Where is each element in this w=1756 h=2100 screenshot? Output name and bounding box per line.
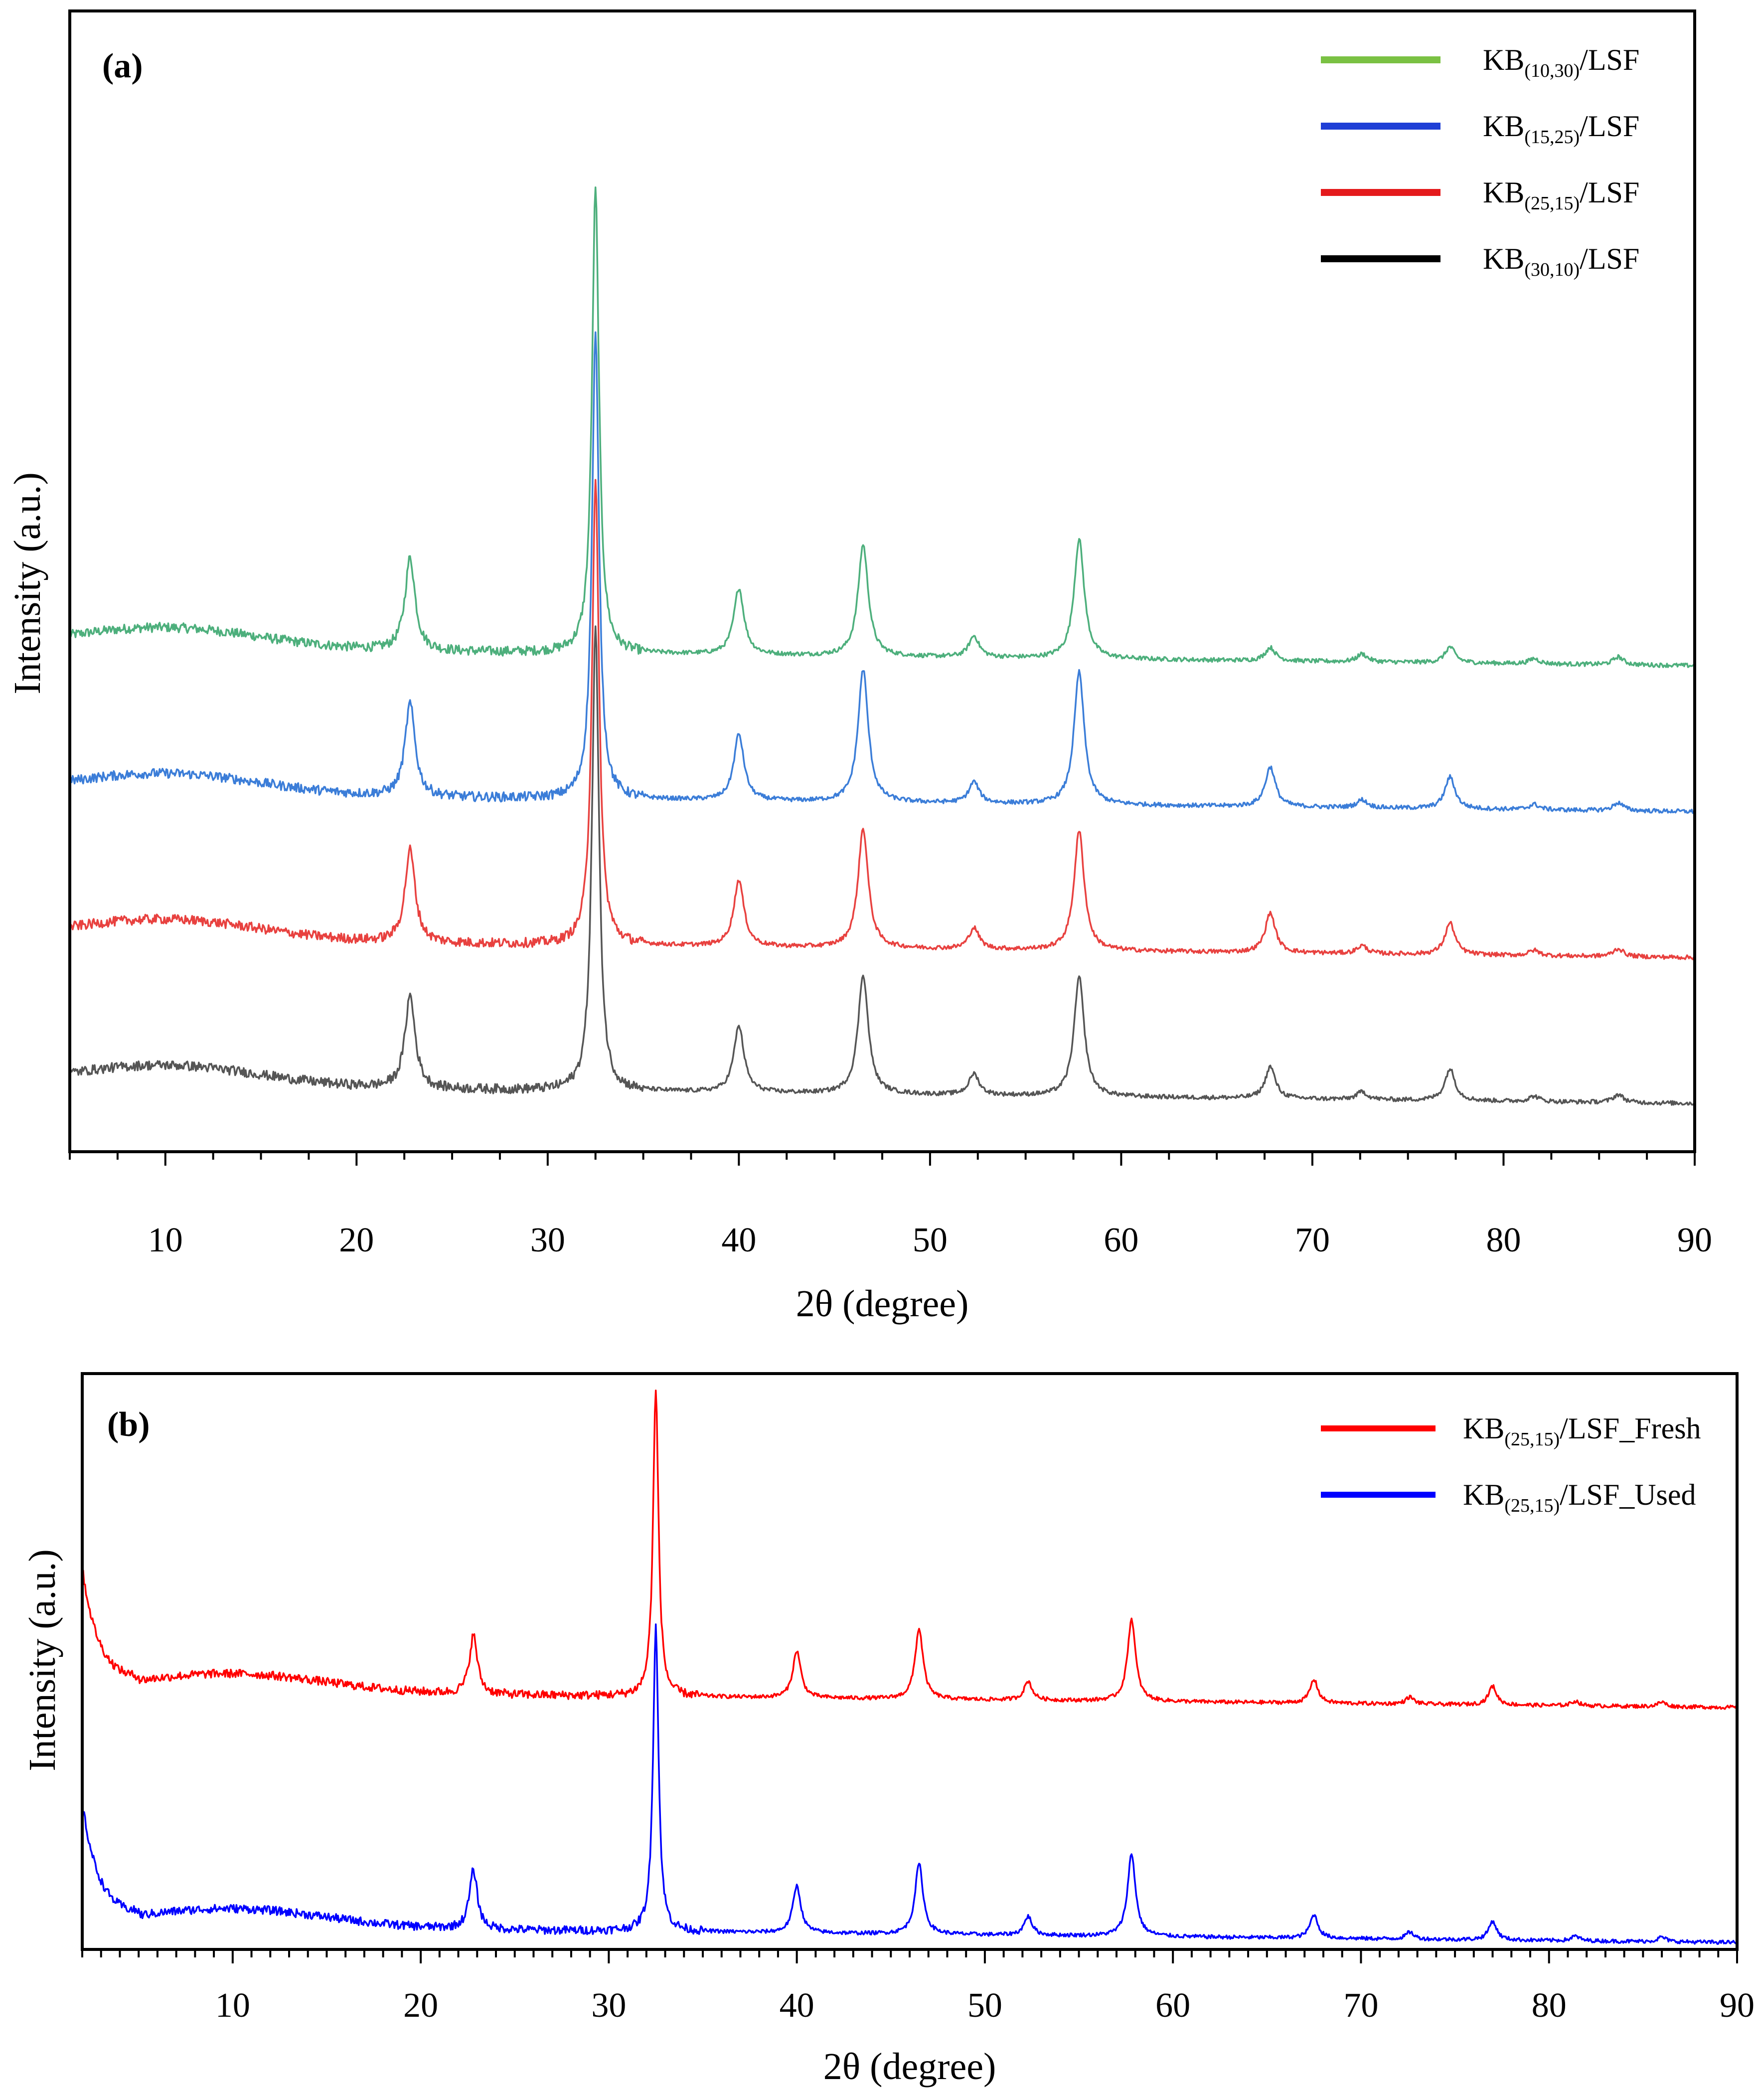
- legend-label: KB(10,30)/LSF: [1483, 43, 1639, 81]
- x-tick-label: 60: [1155, 1986, 1190, 2025]
- plot-frame: [68, 9, 1696, 1153]
- x-tick-label: 80: [1532, 1986, 1567, 2025]
- x-tick-label: 40: [721, 1221, 756, 1259]
- x-tick-label: 10: [215, 1986, 250, 2025]
- trace-KB(25,15)/LSF_Used: [81, 1623, 1738, 1945]
- trace-KB(25,15)/LSF_Fresh: [81, 1390, 1738, 1710]
- x-axis-title: 2θ (degree): [796, 1283, 969, 1325]
- panel-label: (a): [102, 47, 143, 85]
- panel-a: 10 20 30 40 50 60 70 80 90 2θ (degree) Intensity (…: [6, 9, 1712, 1325]
- legend-label: KB(25,15)/LSF_Used: [1463, 1478, 1696, 1516]
- x-tick-label: 40: [780, 1986, 814, 2025]
- trace-KB(25,15)/LSF: [69, 479, 1696, 960]
- x-tick-label: 10: [148, 1221, 183, 1259]
- plot-frame: [81, 1372, 1739, 1951]
- y-axis-title: Intensity (a.u.): [6, 472, 48, 694]
- x-tick-label: 70: [1295, 1221, 1330, 1259]
- x-tick-label: 60: [1104, 1221, 1138, 1259]
- x-tick-label: 30: [591, 1986, 626, 2025]
- legend-label: KB(15,25)/LSF: [1483, 110, 1639, 148]
- legend-label: KB(25,15)/LSF: [1483, 176, 1639, 214]
- x-tick-label: 90: [1720, 1986, 1755, 2025]
- y-axis-title: Intensity (a.u.): [21, 1549, 63, 1771]
- legend-label: KB(30,10)/LSF: [1483, 242, 1639, 280]
- x-tick-label: 80: [1486, 1221, 1521, 1259]
- x-tick-label: 20: [403, 1986, 438, 2025]
- panel-b: 10 20 30 40 50 60 70 80 90 2θ (degree) Intensity (…: [21, 1372, 1755, 2088]
- x-axis-title: 2θ (degree): [823, 2046, 996, 2088]
- legend-label: KB(25,15)/LSF_Fresh: [1463, 1412, 1701, 1450]
- trace-KB(10,30)/LSF: [69, 186, 1696, 669]
- trace-KB(15,25)/LSF: [69, 331, 1696, 814]
- x-tick-label: 30: [530, 1221, 565, 1259]
- x-tick-label: 50: [967, 1986, 1002, 2025]
- trace-KB(30,10)/LSF: [69, 625, 1695, 1106]
- x-tick-label: 20: [339, 1221, 374, 1259]
- x-tick-label: 70: [1343, 1986, 1378, 2025]
- panel-label: (b): [107, 1405, 150, 1444]
- x-tick-label: 50: [913, 1221, 948, 1259]
- x-tick-label: 90: [1677, 1221, 1712, 1259]
